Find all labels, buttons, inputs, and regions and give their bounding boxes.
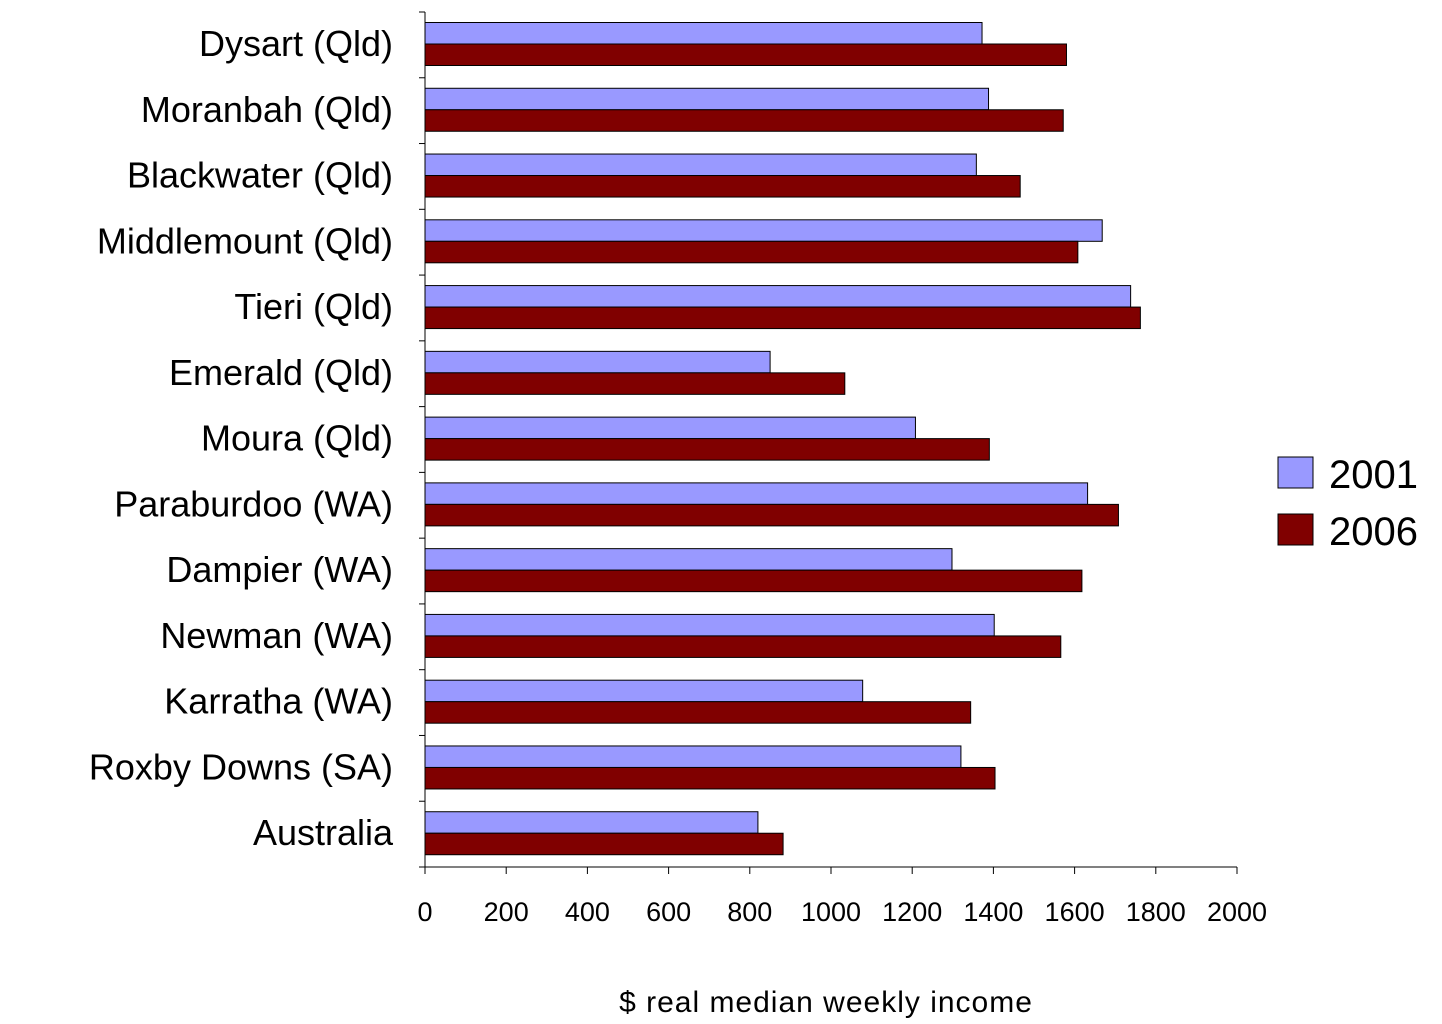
category-label: Middlemount (Qld) [97,220,393,261]
legend-label-2006: 2006 [1329,510,1418,554]
bar-2001-12 [424,811,759,834]
x-tick-label: 1800 [1126,897,1186,927]
bar-2001-2 [424,153,977,177]
category-label: Dampier (WA) [166,549,393,590]
category-label: Newman (WA) [160,615,393,656]
bar-2001-1 [424,87,990,111]
bar-2006-7 [424,503,1119,527]
category-label: Tieri (Qld) [234,286,393,327]
bar-2006-2 [424,175,1021,198]
bar-2001-11 [424,745,962,768]
x-tick-labels: 0 200 400 600 800 1000 1200 1400 1600 1800 2000 [417,897,1267,927]
x-tick-label: 1400 [963,897,1023,927]
x-tick-label: 1600 [1045,897,1105,927]
bar-2006-11 [424,766,996,790]
bar-2006-12 [424,832,784,856]
bar-2006-4 [424,306,1141,330]
bar-2001-7 [424,482,1089,505]
bars-layer [424,22,1141,856]
bar-2001-9 [424,613,995,637]
category-label: Roxby Downs (SA) [89,746,393,787]
axes-layer [419,11,1238,874]
legend: 2001 2006 [1277,453,1418,554]
bar-2006-10 [424,701,972,724]
category-labels: Dysart (Qld) Moranbah (Qld) Blackwater (Ql… [89,23,394,853]
legend-swatch-2006 [1277,513,1314,546]
bar-2001-5 [424,350,771,374]
legend-swatch-2001 [1277,456,1314,489]
bar-2006-6 [424,438,990,461]
legend-label-2001: 2001 [1329,453,1418,497]
category-label: Emerald (Qld) [169,352,393,393]
category-label: Dysart (Qld) [199,23,393,64]
bar-2006-3 [424,240,1079,264]
category-label: Karratha (WA) [164,681,393,722]
bar-2001-6 [424,416,916,440]
x-tick-label: 400 [565,897,610,927]
bar-2001-0 [424,22,983,45]
bar-2006-0 [424,43,1067,66]
category-label: Paraburdoo (WA) [114,483,393,524]
x-axis-title: $ real median weekly income [619,986,1033,1019]
bar-2001-3 [424,219,1103,242]
bar-2006-5 [424,372,846,395]
category-label: Blackwater (Qld) [127,155,393,196]
bar-2001-8 [424,548,953,571]
bar-2001-4 [424,285,1132,308]
category-label: Moranbah (Qld) [141,89,393,130]
category-label: Australia [253,812,394,853]
x-tick-label: 200 [484,897,529,927]
bar-2001-10 [424,679,864,703]
category-label: Moura (Qld) [201,418,393,459]
x-tick-label: 1000 [801,897,861,927]
x-tick-label: 1200 [882,897,942,927]
bar-2006-8 [424,569,1083,593]
x-tick-label: 0 [417,897,432,927]
x-tick-label: 800 [727,897,772,927]
bar-2006-1 [424,109,1064,132]
x-tick-label: 2000 [1207,897,1267,927]
bar-2006-9 [424,635,1062,658]
x-tick-label: 600 [646,897,691,927]
